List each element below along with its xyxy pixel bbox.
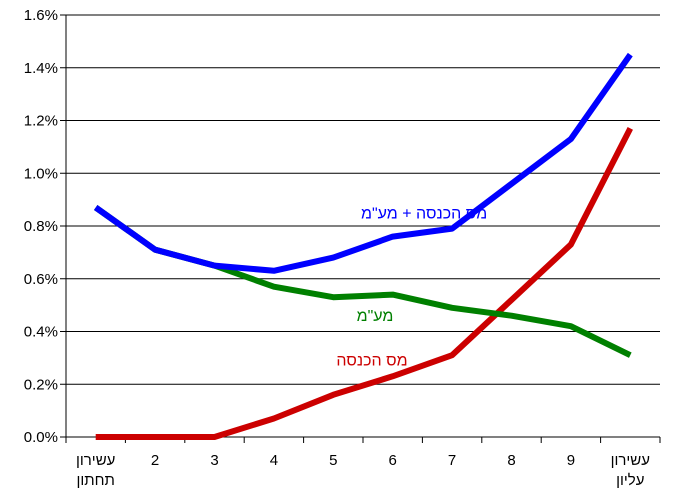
series-line-1 [93, 205, 632, 358]
axes [60, 14, 661, 443]
y-axis-ticks: 0.0% 0.2% 0.4% 0.6% 0.8% 1.0% 1.2% 1.4% 1.6% [24, 7, 58, 446]
y-tick-label: 0.6% [24, 271, 58, 288]
series-labels: מס הכנסה + מע"מ מע"מ מס הכנסה [336, 206, 487, 370]
y-tick-label: 1.6% [24, 7, 58, 24]
y-tick-label: 0.8% [24, 218, 58, 235]
x-tick-label: 8 [507, 452, 515, 469]
x-tick-label: 5 [329, 452, 337, 469]
y-tick-label: 0.4% [24, 324, 58, 341]
x-tick-label: 7 [448, 452, 456, 469]
series-line-2 [95, 127, 633, 440]
series-label-0: מס הכנסה + מע"מ [361, 206, 487, 223]
x-axis-ticks: עשירון תחתון 2 3 4 5 6 7 8 9 עשירון עליון [76, 452, 650, 489]
x-tick-label: עשירון תחתון [76, 452, 115, 489]
x-tick-label: 4 [270, 452, 278, 469]
x-tick-label: 2 [151, 452, 159, 469]
y-tick-label: 0.2% [24, 376, 58, 393]
x-tick-label: עשירון עליון [611, 452, 650, 489]
x-tick-label: 3 [210, 452, 218, 469]
y-tick-label: 1.0% [24, 165, 58, 182]
x-tick-label: 6 [389, 452, 397, 469]
series-label-1: מע"מ [357, 308, 394, 325]
y-tick-label: 0.0% [24, 429, 58, 446]
y-tick-label: 1.4% [24, 60, 58, 77]
y-tick-label: 1.2% [24, 113, 58, 130]
series-label-2: מס הכנסה [336, 353, 407, 370]
series-lines [93, 52, 633, 440]
gridlines [66, 14, 660, 385]
series-line-0 [93, 52, 633, 274]
x-tick-label: 9 [567, 452, 575, 469]
